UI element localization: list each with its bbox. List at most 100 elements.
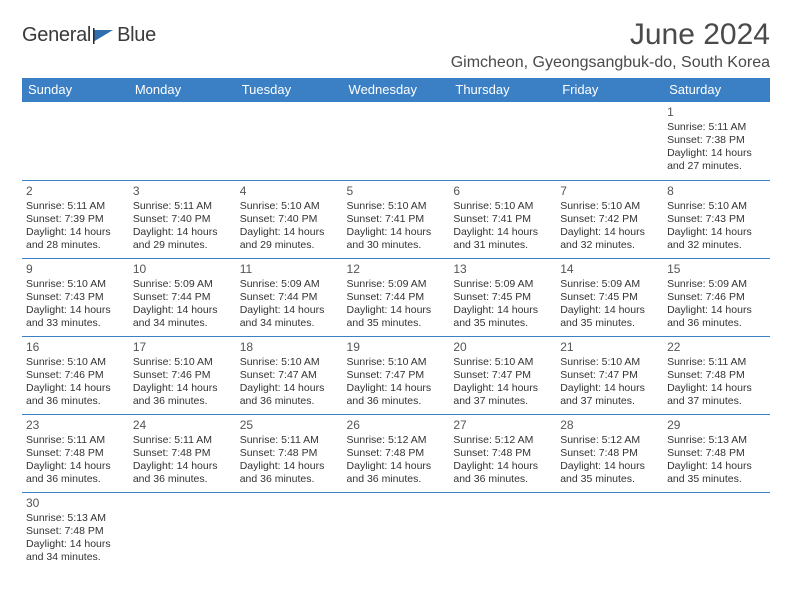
daylight-line: Daylight: 14 hours and 30 minutes. — [347, 226, 446, 252]
sunset-line: Sunset: 7:38 PM — [667, 134, 766, 147]
day-number: 11 — [240, 262, 339, 277]
sunrise-line: Sunrise: 5:10 AM — [560, 200, 659, 213]
calendar-cell: 29Sunrise: 5:13 AMSunset: 7:48 PMDayligh… — [663, 414, 770, 492]
calendar-row: 30Sunrise: 5:13 AMSunset: 7:48 PMDayligh… — [22, 492, 770, 570]
sunrise-line: Sunrise: 5:10 AM — [347, 200, 446, 213]
sunset-line: Sunset: 7:48 PM — [26, 525, 125, 538]
calendar-cell: 18Sunrise: 5:10 AMSunset: 7:47 AMDayligh… — [236, 336, 343, 414]
day-number: 27 — [453, 418, 552, 433]
daylight-line: Daylight: 14 hours and 36 minutes. — [26, 460, 125, 486]
day-number: 6 — [453, 184, 552, 199]
calendar-cell — [236, 492, 343, 570]
calendar-cell: 25Sunrise: 5:11 AMSunset: 7:48 PMDayligh… — [236, 414, 343, 492]
sunrise-line: Sunrise: 5:09 AM — [667, 278, 766, 291]
sunrise-line: Sunrise: 5:10 AM — [26, 278, 125, 291]
daylight-line: Daylight: 14 hours and 35 minutes. — [453, 304, 552, 330]
daylight-line: Daylight: 14 hours and 37 minutes. — [560, 382, 659, 408]
calendar-row: 9Sunrise: 5:10 AMSunset: 7:43 PMDaylight… — [22, 258, 770, 336]
day-number: 24 — [133, 418, 232, 433]
calendar-cell: 13Sunrise: 5:09 AMSunset: 7:45 PMDayligh… — [449, 258, 556, 336]
day-number: 4 — [240, 184, 339, 199]
sunset-line: Sunset: 7:45 PM — [453, 291, 552, 304]
calendar-cell — [556, 102, 663, 180]
flag-icon — [93, 28, 115, 44]
calendar-cell — [343, 102, 450, 180]
sunset-line: Sunset: 7:48 PM — [240, 447, 339, 460]
day-header: Friday — [556, 78, 663, 102]
day-number: 28 — [560, 418, 659, 433]
day-header: Wednesday — [343, 78, 450, 102]
daylight-line: Daylight: 14 hours and 36 minutes. — [667, 304, 766, 330]
calendar-cell: 16Sunrise: 5:10 AMSunset: 7:46 PMDayligh… — [22, 336, 129, 414]
calendar-cell: 7Sunrise: 5:10 AMSunset: 7:42 PMDaylight… — [556, 180, 663, 258]
calendar-cell: 4Sunrise: 5:10 AMSunset: 7:40 PMDaylight… — [236, 180, 343, 258]
sunset-line: Sunset: 7:46 PM — [133, 369, 232, 382]
sunset-line: Sunset: 7:48 PM — [347, 447, 446, 460]
day-number: 16 — [26, 340, 125, 355]
calendar-cell: 22Sunrise: 5:11 AMSunset: 7:48 PMDayligh… — [663, 336, 770, 414]
calendar-cell: 30Sunrise: 5:13 AMSunset: 7:48 PMDayligh… — [22, 492, 129, 570]
sunset-line: Sunset: 7:47 PM — [453, 369, 552, 382]
location-subtitle: Gimcheon, Gyeongsangbuk-do, South Korea — [451, 54, 770, 72]
brand-name-part1: General — [22, 24, 91, 47]
day-header: Thursday — [449, 78, 556, 102]
calendar-cell: 2Sunrise: 5:11 AMSunset: 7:39 PMDaylight… — [22, 180, 129, 258]
day-number: 3 — [133, 184, 232, 199]
sunset-line: Sunset: 7:45 PM — [560, 291, 659, 304]
day-number: 8 — [667, 184, 766, 199]
daylight-line: Daylight: 14 hours and 36 minutes. — [133, 460, 232, 486]
calendar-cell: 12Sunrise: 5:09 AMSunset: 7:44 PMDayligh… — [343, 258, 450, 336]
sunrise-line: Sunrise: 5:11 AM — [26, 200, 125, 213]
daylight-line: Daylight: 14 hours and 36 minutes. — [26, 382, 125, 408]
calendar-cell: 26Sunrise: 5:12 AMSunset: 7:48 PMDayligh… — [343, 414, 450, 492]
calendar-cell: 24Sunrise: 5:11 AMSunset: 7:48 PMDayligh… — [129, 414, 236, 492]
sunset-line: Sunset: 7:48 PM — [133, 447, 232, 460]
day-number: 25 — [240, 418, 339, 433]
sunset-line: Sunset: 7:44 PM — [347, 291, 446, 304]
calendar-cell: 21Sunrise: 5:10 AMSunset: 7:47 PMDayligh… — [556, 336, 663, 414]
day-number: 19 — [347, 340, 446, 355]
calendar-row: 2Sunrise: 5:11 AMSunset: 7:39 PMDaylight… — [22, 180, 770, 258]
calendar-cell: 10Sunrise: 5:09 AMSunset: 7:44 PMDayligh… — [129, 258, 236, 336]
daylight-line: Daylight: 14 hours and 36 minutes. — [347, 460, 446, 486]
day-number: 14 — [560, 262, 659, 277]
daylight-line: Daylight: 14 hours and 35 minutes. — [667, 460, 766, 486]
sunset-line: Sunset: 7:46 PM — [26, 369, 125, 382]
sunrise-line: Sunrise: 5:09 AM — [347, 278, 446, 291]
sunset-line: Sunset: 7:43 PM — [667, 213, 766, 226]
calendar-row: 23Sunrise: 5:11 AMSunset: 7:48 PMDayligh… — [22, 414, 770, 492]
daylight-line: Daylight: 14 hours and 33 minutes. — [26, 304, 125, 330]
daylight-line: Daylight: 14 hours and 35 minutes. — [560, 304, 659, 330]
daylight-line: Daylight: 14 hours and 32 minutes. — [560, 226, 659, 252]
day-number: 29 — [667, 418, 766, 433]
day-number: 10 — [133, 262, 232, 277]
day-header: Monday — [129, 78, 236, 102]
day-number: 13 — [453, 262, 552, 277]
calendar-cell: 5Sunrise: 5:10 AMSunset: 7:41 PMDaylight… — [343, 180, 450, 258]
sunset-line: Sunset: 7:48 PM — [453, 447, 552, 460]
calendar-cell: 11Sunrise: 5:09 AMSunset: 7:44 PMDayligh… — [236, 258, 343, 336]
sunset-line: Sunset: 7:44 PM — [240, 291, 339, 304]
sunrise-line: Sunrise: 5:11 AM — [133, 434, 232, 447]
day-number: 15 — [667, 262, 766, 277]
sunrise-line: Sunrise: 5:11 AM — [667, 356, 766, 369]
daylight-line: Daylight: 14 hours and 36 minutes. — [133, 382, 232, 408]
daylight-line: Daylight: 14 hours and 34 minutes. — [26, 538, 125, 564]
day-number: 17 — [133, 340, 232, 355]
brand-name-part2: Blue — [117, 24, 156, 47]
daylight-line: Daylight: 14 hours and 32 minutes. — [667, 226, 766, 252]
sunrise-line: Sunrise: 5:09 AM — [133, 278, 232, 291]
calendar-cell — [129, 102, 236, 180]
sunrise-line: Sunrise: 5:11 AM — [26, 434, 125, 447]
sunset-line: Sunset: 7:39 PM — [26, 213, 125, 226]
daylight-line: Daylight: 14 hours and 28 minutes. — [26, 226, 125, 252]
day-number: 20 — [453, 340, 552, 355]
sunrise-line: Sunrise: 5:09 AM — [453, 278, 552, 291]
day-number: 1 — [667, 105, 766, 120]
day-number: 5 — [347, 184, 446, 199]
sunset-line: Sunset: 7:48 PM — [560, 447, 659, 460]
sunrise-line: Sunrise: 5:09 AM — [560, 278, 659, 291]
page-title: June 2024 — [451, 18, 770, 52]
sunset-line: Sunset: 7:46 PM — [667, 291, 766, 304]
daylight-line: Daylight: 14 hours and 36 minutes. — [240, 460, 339, 486]
